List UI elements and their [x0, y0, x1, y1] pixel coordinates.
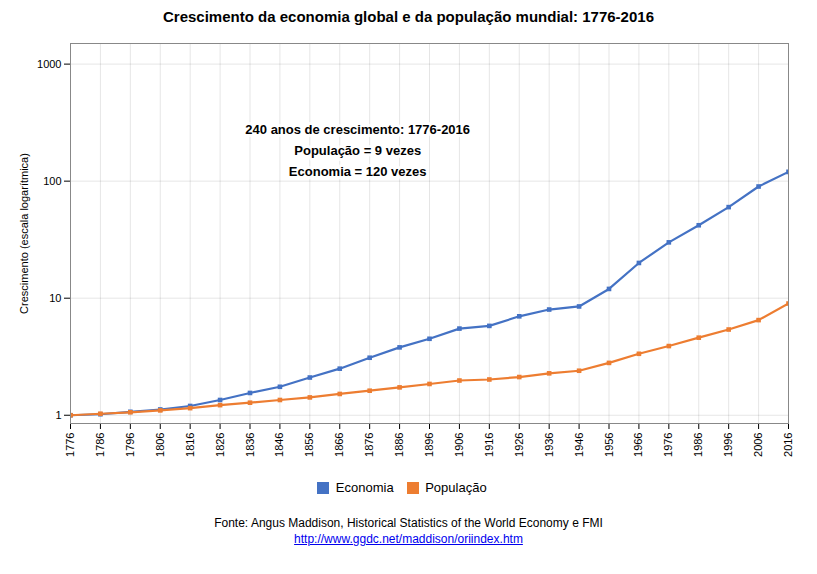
- svg-text:240 anos de crescimento: 1776-: 240 anos de crescimento: 1776-2016Popula…: [245, 122, 470, 179]
- svg-text:1906: 1906: [453, 433, 465, 457]
- svg-text:2016: 2016: [782, 433, 794, 457]
- svg-text:1000: 1000: [37, 58, 61, 70]
- svg-text:100: 100: [43, 175, 61, 187]
- svg-text:1976: 1976: [662, 433, 674, 457]
- svg-text:1876: 1876: [363, 433, 375, 457]
- svg-text:1916: 1916: [483, 433, 495, 457]
- svg-text:2006: 2006: [752, 433, 764, 457]
- html-text:Economia: Economia: [335, 480, 394, 495]
- svg-text:1796: 1796: [124, 433, 136, 457]
- svg-text:1956: 1956: [603, 433, 615, 457]
- svg-text:1846: 1846: [273, 433, 285, 457]
- svg-text:10: 10: [49, 292, 61, 304]
- svg-text:1856: 1856: [303, 433, 315, 457]
- svg-text:1776: 1776: [64, 433, 76, 457]
- svg-text:1926: 1926: [513, 433, 525, 457]
- svg-text:1946: 1946: [573, 433, 585, 457]
- svg-text:1806: 1806: [154, 433, 166, 457]
- svg-text:1986: 1986: [692, 433, 704, 457]
- svg-text:1996: 1996: [722, 433, 734, 457]
- html-text:http://www.ggdc.net/maddison/o: http://www.ggdc.net/maddison/oriindex.ht…: [294, 532, 523, 547]
- svg-text:1886: 1886: [393, 433, 405, 457]
- svg-text:1836: 1836: [244, 433, 256, 457]
- svg-text:Crescimento (escala logarítmic: Crescimento (escala logarítmica): [18, 153, 30, 314]
- html-text:Crescimento da economia global: Crescimento da economia global e da popu…: [163, 8, 654, 25]
- svg-text:1896: 1896: [423, 433, 435, 457]
- svg-text:1966: 1966: [632, 433, 644, 457]
- svg-text:1786: 1786: [94, 433, 106, 457]
- svg-text:1866: 1866: [333, 433, 345, 457]
- svg-text:1936: 1936: [543, 433, 555, 457]
- svg-text:1816: 1816: [184, 433, 196, 457]
- html-text:População: População: [425, 480, 487, 495]
- html-text:Fonte: Angus Maddison, Histori: Fonte: Angus Maddison, Historical Statis…: [214, 515, 603, 530]
- svg-text:1: 1: [55, 409, 61, 421]
- svg-text:1826: 1826: [214, 433, 226, 457]
